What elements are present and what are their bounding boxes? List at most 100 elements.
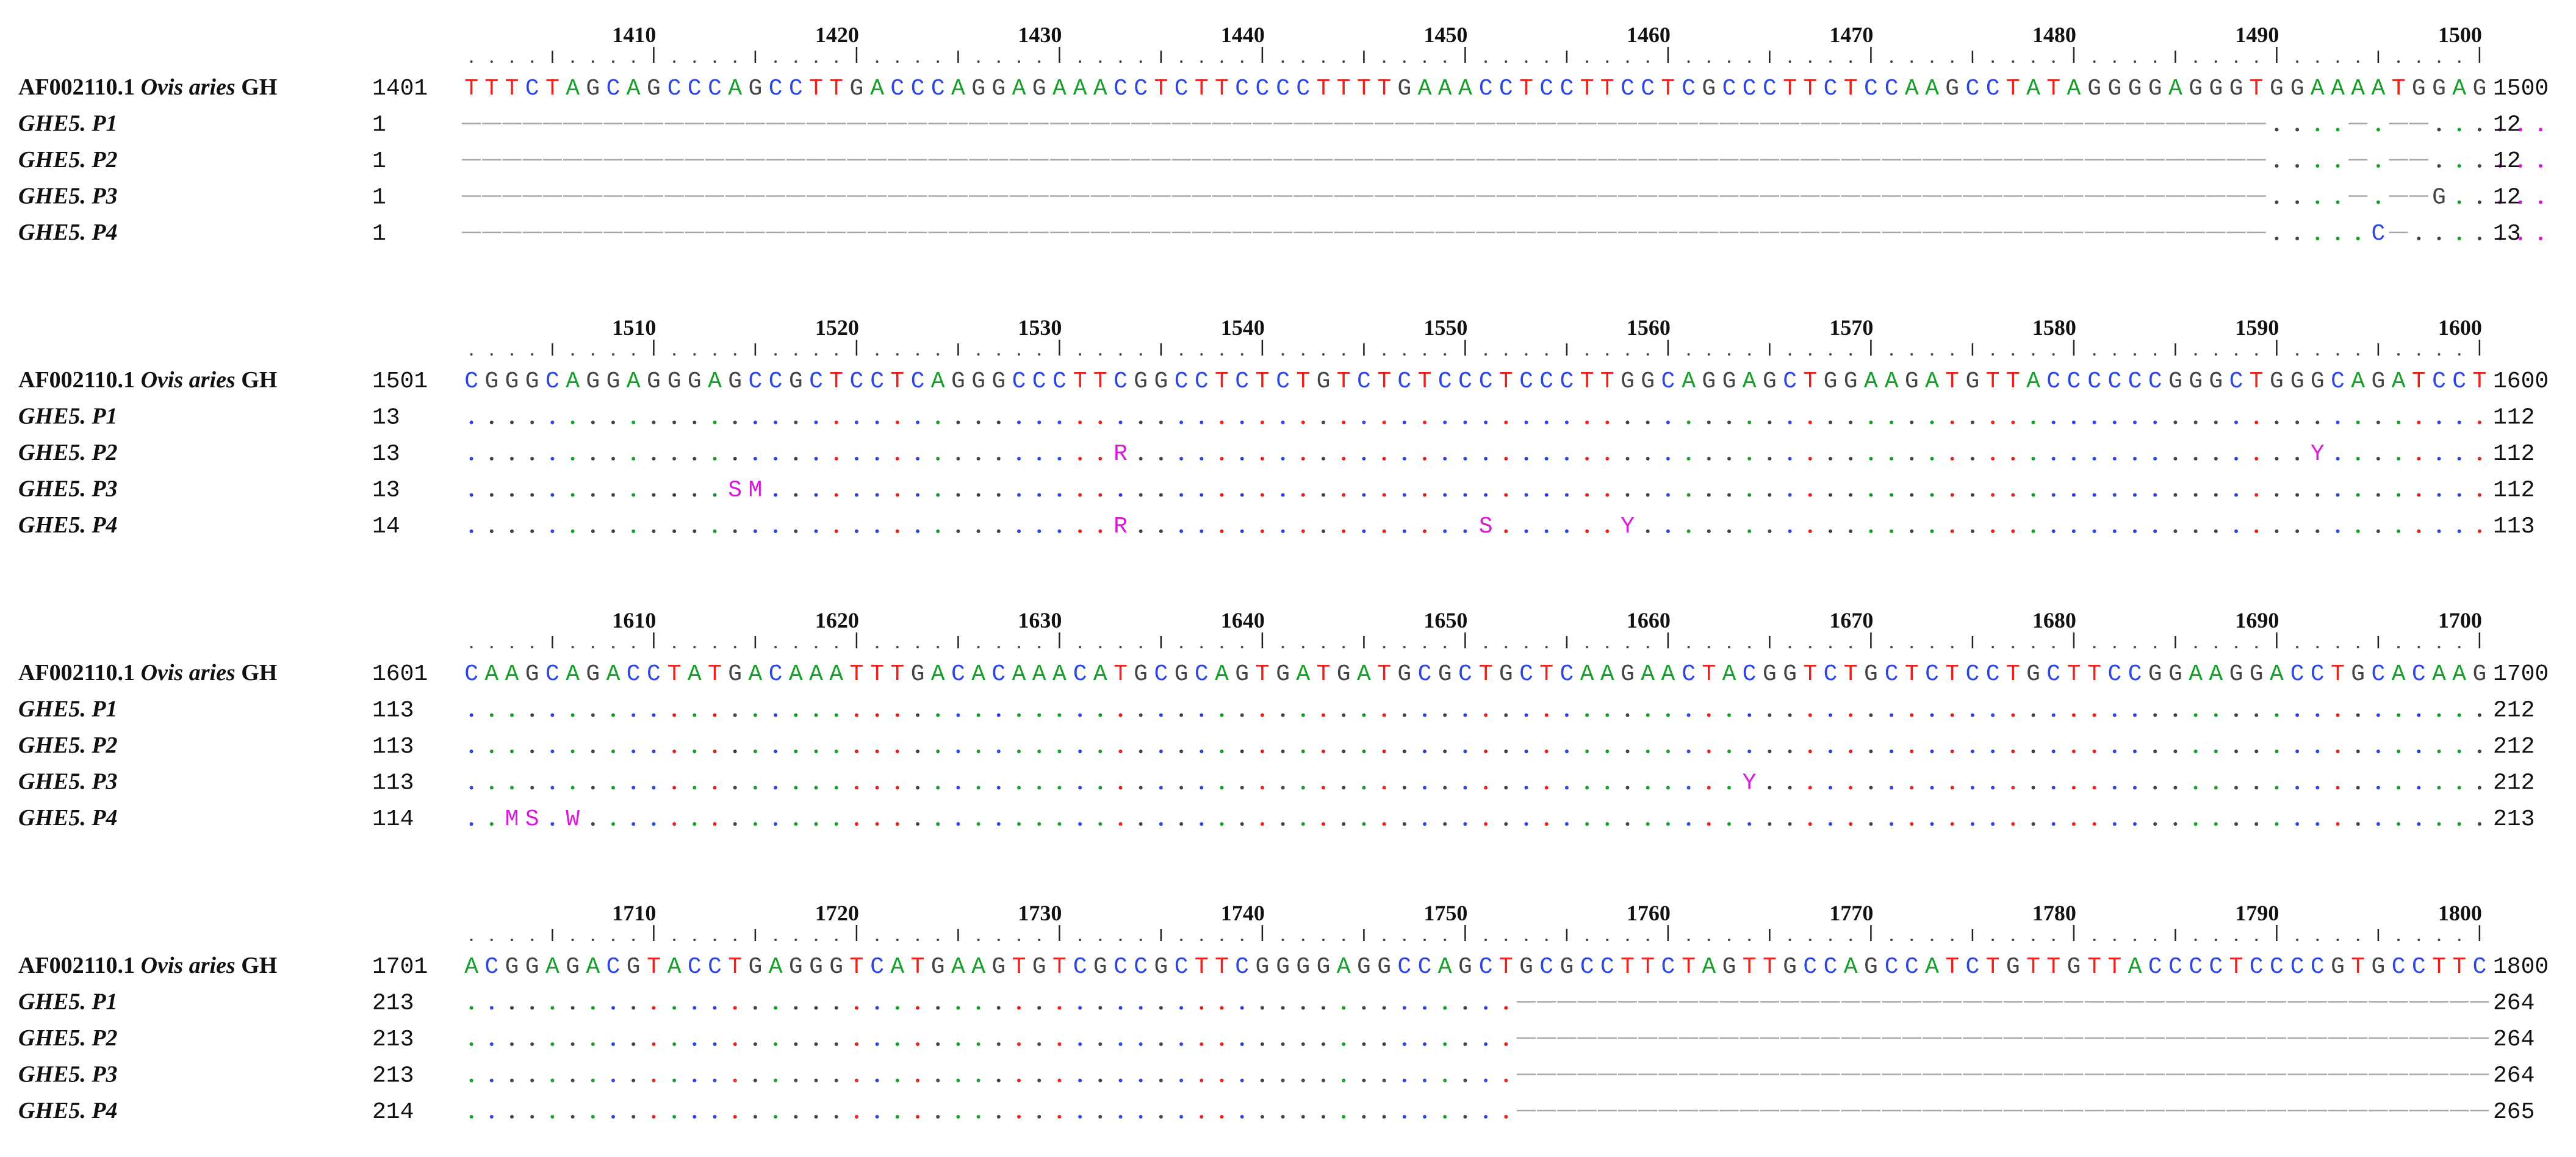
sample-row: GHE5. P4 1 C 13 — [18, 220, 2542, 247]
svg-text:A: A — [1418, 76, 1432, 102]
svg-text:T: T — [1195, 76, 1209, 102]
svg-text:G: G — [505, 368, 519, 395]
reference-row: AF002110.1 Ovis aries GH 1401 T T T C T A G C A G C C… — [18, 74, 2549, 102]
row-end-position: 1800 — [2493, 954, 2549, 980]
svg-text:G: G — [1864, 661, 1878, 687]
row-start-position: 1 — [372, 185, 386, 211]
svg-text:A: A — [2392, 368, 2406, 395]
svg-text:A: A — [1012, 76, 1026, 102]
sample-name: GHE5. P2 — [18, 733, 118, 758]
row-end-position: 13 — [2493, 221, 2521, 247]
svg-text:T: T — [2087, 661, 2101, 687]
svg-text:C: C — [1621, 76, 1635, 102]
svg-text:G: G — [971, 368, 985, 395]
sample-row: GHE5. P3 213 264 — [18, 1062, 2535, 1089]
sample-row: GHE5. P2 213 264 — [18, 1025, 2535, 1053]
svg-text:T: T — [545, 76, 559, 102]
svg-text:T: T — [1945, 954, 1959, 980]
svg-text:C: C — [667, 76, 682, 102]
svg-text:G: G — [2087, 76, 2101, 102]
svg-text:G: G — [1763, 661, 1777, 687]
sample-row: GHE5. P1 113 212 — [18, 697, 2535, 724]
svg-text:G: G — [829, 954, 843, 980]
ruler-position-label: 1640 — [1221, 608, 1265, 632]
svg-text:G: G — [2472, 661, 2486, 687]
svg-text:G: G — [586, 368, 600, 395]
row-start-position: 114 — [372, 806, 414, 833]
ruler-position-label: 1700 — [2438, 608, 2482, 632]
svg-text:G: G — [1175, 661, 1189, 687]
svg-text:C: C — [688, 954, 702, 980]
svg-text:T: T — [1215, 76, 1229, 102]
svg-text:T: T — [1763, 954, 1777, 980]
svg-text:A: A — [2452, 76, 2466, 102]
svg-text:G: G — [1458, 954, 1472, 980]
svg-text:C: C — [1965, 954, 1979, 980]
svg-text:G: G — [1560, 954, 1574, 980]
svg-text:C: C — [1134, 954, 1148, 980]
sample-row: GHE5. P1 213 264 — [18, 989, 2535, 1017]
row-end-position: 213 — [2493, 806, 2535, 833]
ruler-position-label: 1710 — [612, 901, 656, 925]
svg-text:T: T — [1600, 368, 1614, 395]
ruler-position-label: 1800 — [2438, 901, 2482, 925]
sample-name: GHE5. P4 — [18, 805, 118, 831]
ruler-position-label: 1550 — [1423, 315, 1467, 340]
svg-text:G: G — [525, 661, 539, 687]
svg-text:G: G — [1945, 76, 1959, 102]
svg-text:C: C — [1965, 76, 1979, 102]
svg-text:A: A — [2371, 76, 2385, 102]
svg-text:G: G — [971, 76, 985, 102]
svg-text:T: T — [1215, 954, 1229, 980]
svg-text:T: T — [1986, 954, 2000, 980]
svg-text:T: T — [1215, 368, 1229, 395]
row-end-position: 1500 — [2493, 76, 2549, 102]
svg-text:A: A — [2209, 661, 2223, 687]
sample-name: GHE5. P3 — [18, 476, 118, 502]
svg-text:A: A — [1032, 661, 1046, 687]
sequence-characters — [469, 1073, 2489, 1083]
svg-text:T: T — [1154, 76, 1168, 102]
ruler-position-label: 1670 — [1829, 608, 1873, 632]
svg-text:C: C — [2270, 954, 2284, 980]
sample-name: GHE5. P2 — [18, 440, 118, 465]
svg-text:C: C — [1255, 76, 1269, 102]
svg-text:G: G — [1621, 661, 1635, 687]
svg-text:C: C — [1560, 661, 1574, 687]
svg-text:G: G — [1276, 661, 1290, 687]
svg-text:C: C — [2412, 954, 2426, 980]
svg-text:G: G — [849, 76, 863, 102]
svg-text:A: A — [1438, 954, 1452, 980]
sequence-characters — [469, 713, 2481, 717]
svg-text:C: C — [1458, 368, 1472, 395]
sequence-characters: Y — [469, 770, 2481, 797]
sample-row: GHE5. P2 13 R Y 112 — [18, 440, 2535, 467]
svg-text:C: C — [2412, 661, 2426, 687]
svg-text:C: C — [1195, 368, 1209, 395]
svg-text:T: T — [1255, 661, 1269, 687]
sample-row: GHE5. P3 13 S M 112 — [18, 476, 2535, 504]
svg-text:C: C — [2290, 661, 2304, 687]
svg-text:C: C — [1479, 368, 1493, 395]
svg-text:A: A — [627, 368, 641, 395]
svg-text:G: G — [688, 368, 702, 395]
svg-text:G: G — [2006, 954, 2020, 980]
svg-text:C: C — [2168, 954, 2182, 980]
svg-text:S: S — [525, 806, 539, 833]
svg-text:T: T — [1803, 76, 1817, 102]
svg-text:C: C — [2250, 954, 2264, 980]
svg-text:G: G — [1763, 368, 1777, 395]
svg-text:C: C — [1052, 368, 1067, 395]
svg-text:C: C — [1114, 76, 1128, 102]
svg-text:T: T — [890, 368, 904, 395]
ruler-position-label: 1560 — [1627, 315, 1671, 340]
sequence-characters — [462, 123, 2542, 132]
svg-text:C: C — [1276, 368, 1290, 395]
svg-text:C: C — [2087, 368, 2101, 395]
svg-text:C: C — [1722, 76, 1736, 102]
svg-text:A: A — [728, 76, 742, 102]
sequence-characters — [469, 750, 2481, 753]
